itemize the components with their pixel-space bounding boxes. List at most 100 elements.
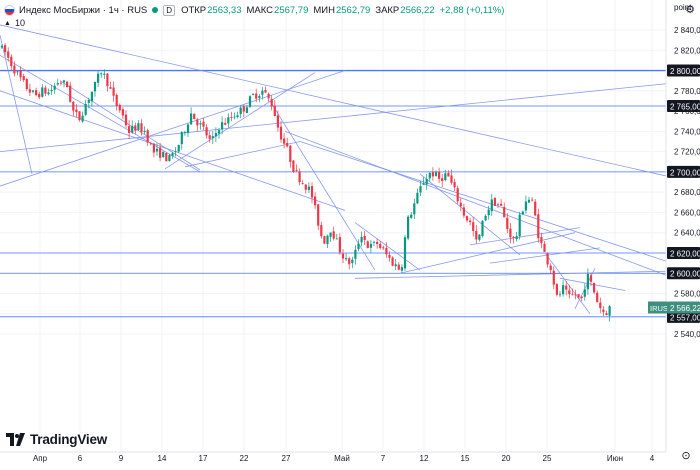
level-badge-text: 2 600,00 <box>670 270 700 279</box>
candle-body <box>332 231 335 239</box>
trend-line <box>164 72 316 170</box>
candle-body <box>366 241 369 249</box>
trend-line <box>489 247 601 264</box>
candle-body <box>385 247 388 255</box>
candle-body <box>239 107 242 115</box>
candle-body <box>90 91 93 102</box>
candle-body <box>540 237 543 244</box>
candle-body <box>165 152 168 162</box>
candle-body <box>341 253 345 259</box>
trend-line <box>0 24 667 177</box>
candle-body <box>81 115 84 122</box>
candle-body <box>31 90 35 92</box>
candle-body <box>283 138 286 144</box>
candle-body <box>416 192 419 204</box>
chart-settings-icon[interactable]: ⚙ <box>685 4 695 16</box>
indicator-row[interactable]: ▲ 10 <box>4 17 25 29</box>
candle-body <box>372 241 376 243</box>
y-tick-label: 2 540,00 <box>674 330 700 339</box>
candle-body <box>493 198 496 206</box>
candle-body <box>131 125 134 133</box>
last-price-symbol-bg <box>648 301 667 314</box>
candle-body <box>549 265 552 271</box>
candle-body <box>608 306 611 316</box>
x-tick-label: 12 <box>420 454 429 463</box>
candle-body <box>258 96 261 98</box>
x-tick-label: 6 <box>78 454 83 463</box>
trend-line <box>59 80 201 171</box>
candle-body <box>22 76 25 81</box>
candle-body <box>593 282 596 293</box>
candle-body <box>177 145 180 152</box>
trend-line <box>299 141 667 262</box>
last-price-badge-bg <box>667 301 700 314</box>
candle-body <box>267 93 270 99</box>
x-tick-label: 4 <box>650 454 655 463</box>
y-tick-label: 2 640,00 <box>674 229 700 238</box>
candle-body <box>431 172 434 177</box>
candle-body <box>434 172 438 177</box>
candle-body <box>273 105 276 116</box>
candle-body <box>307 186 310 190</box>
candle-body <box>230 117 233 119</box>
candle-body <box>35 90 38 96</box>
trend-lines <box>0 24 667 315</box>
candle-body <box>314 196 317 206</box>
candle-body <box>506 217 509 230</box>
x-tick-label: 17 <box>199 454 208 463</box>
level-badge-text: 2 557,00 <box>670 313 700 322</box>
level-badge-bg <box>667 310 700 323</box>
candle-body <box>369 243 372 248</box>
candle-body <box>453 182 456 188</box>
candle-body <box>537 214 540 239</box>
candle-body <box>38 93 41 98</box>
candle-body <box>78 111 81 121</box>
trend-line <box>559 277 626 291</box>
candle-body <box>13 65 16 74</box>
candle-body <box>134 125 137 131</box>
candle-body <box>400 267 403 271</box>
candle-body <box>515 236 518 239</box>
candle-body <box>338 237 341 253</box>
candle-body <box>577 294 580 298</box>
candles <box>0 43 611 322</box>
candle-body <box>202 121 205 127</box>
level-badge-bg <box>667 64 700 77</box>
horizontal-levels <box>0 69 666 318</box>
symbol-title[interactable]: Индекс МосБиржи · 1ч · RUS <box>19 4 148 16</box>
candle-body <box>289 145 292 162</box>
candle-body <box>580 296 583 298</box>
candle-body <box>121 109 124 116</box>
candle-body <box>140 123 143 133</box>
candle-body <box>62 80 66 83</box>
candle-body <box>422 183 425 185</box>
candle-body <box>152 143 155 153</box>
candle-body <box>329 232 332 237</box>
candle-body <box>124 114 128 126</box>
candle-body <box>221 122 224 130</box>
candle-body <box>97 73 100 83</box>
trend-line <box>0 90 346 211</box>
candle-body <box>301 183 304 184</box>
time-axis-settings-icon[interactable]: ⊙ <box>681 450 691 462</box>
y-tick-label: 2 720,00 <box>674 148 700 157</box>
candle-body <box>565 285 568 290</box>
candle-body <box>583 289 586 297</box>
candle-body <box>500 203 503 206</box>
level-badge-bg <box>667 165 700 178</box>
candle-body <box>571 293 574 295</box>
candle-body <box>348 258 351 265</box>
trend-line <box>284 130 667 276</box>
candle-body <box>146 130 149 143</box>
candle-body <box>72 101 75 111</box>
candle-body <box>419 186 422 193</box>
candle-body <box>248 96 252 107</box>
candle-body <box>236 115 239 117</box>
tradingview-mark-icon <box>6 433 25 446</box>
candle-body <box>490 199 493 212</box>
market-status-dot-icon <box>152 7 159 13</box>
candle-body <box>484 215 487 221</box>
collapse-caret-icon[interactable]: ▲ <box>4 19 11 27</box>
candle-body <box>394 264 397 267</box>
